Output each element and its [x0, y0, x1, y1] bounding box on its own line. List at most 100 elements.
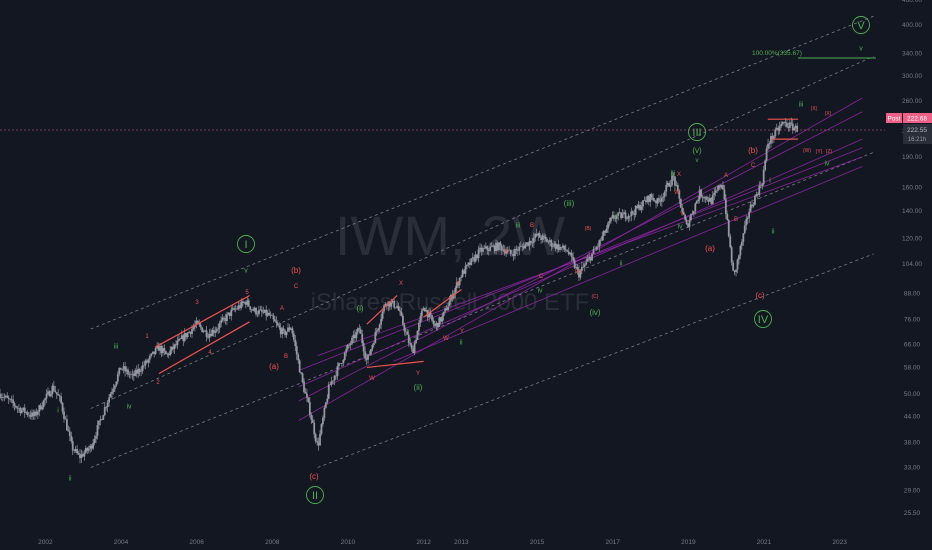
candle-body — [461, 270, 464, 278]
candle-body — [420, 310, 423, 317]
candle-body — [20, 409, 23, 413]
candle-body — [623, 212, 625, 214]
candle-body — [330, 380, 333, 385]
candle-body — [148, 355, 151, 360]
x-tick-label: 2013 — [454, 539, 469, 546]
candle-body — [479, 247, 481, 250]
candle-body — [413, 343, 416, 354]
candle-body — [742, 233, 745, 242]
countdown-value: 16:21h — [908, 137, 926, 143]
candle-body — [249, 306, 252, 310]
candle-body — [324, 402, 327, 408]
wave-label: iv — [537, 287, 543, 294]
candle-body — [591, 253, 593, 261]
channel-line — [317, 156, 863, 356]
candle-body — [233, 308, 236, 310]
candle-body — [138, 369, 141, 372]
candle-body — [579, 270, 582, 278]
candle-body — [311, 419, 314, 423]
candle-body — [627, 215, 630, 219]
candle-body — [26, 412, 29, 415]
candle-body — [534, 234, 537, 238]
candle-body — [95, 435, 97, 439]
wave-label: B — [284, 354, 288, 360]
trend-channels — [90, 15, 874, 468]
candle-body — [564, 249, 567, 251]
candle-body — [538, 233, 541, 238]
candle-body — [292, 333, 295, 340]
candle-body — [454, 288, 457, 294]
candle-body — [45, 393, 48, 399]
candle-body — [314, 434, 317, 442]
wave-label: 4 — [208, 350, 212, 356]
candle-body — [643, 200, 646, 201]
candle-body — [172, 346, 175, 350]
y-tick-label: 29.00 — [904, 487, 921, 494]
wave-label: v — [696, 158, 699, 164]
candle-body — [672, 175, 675, 177]
candle-body — [611, 215, 614, 218]
candle-body — [320, 423, 323, 434]
candle-body — [738, 255, 740, 260]
candle-body — [560, 246, 563, 248]
candle-body — [631, 211, 634, 214]
candle-body — [482, 248, 484, 252]
candle-body — [528, 240, 531, 246]
candle-body — [739, 245, 742, 256]
candle-body — [602, 230, 605, 237]
candle-body — [599, 240, 602, 241]
x-tick-label: 2019 — [681, 539, 696, 546]
wave-label: iii — [671, 170, 676, 177]
candle-body — [368, 354, 371, 355]
candle-body — [553, 243, 556, 247]
candle-body — [400, 311, 403, 317]
x-tick-label: 2008 — [265, 539, 280, 546]
candle-body — [143, 365, 145, 366]
candle-body — [183, 333, 186, 341]
candle-body — [258, 309, 260, 314]
candle-body — [516, 249, 519, 251]
candle-body — [633, 213, 636, 215]
candle-body — [356, 328, 359, 333]
candle-body — [759, 185, 762, 187]
candle-body — [438, 317, 441, 327]
candle-body — [582, 266, 585, 268]
candle-body — [338, 363, 340, 367]
candle-body — [790, 122, 793, 124]
wave-circle — [852, 16, 870, 34]
x-axis: 2002 2004 2006 2008 2010 2012 2013 2015 2017 2019… — [38, 539, 847, 546]
candle-body — [210, 333, 212, 337]
candle-body — [477, 249, 480, 259]
candle-body — [768, 143, 771, 145]
candle-body — [163, 348, 166, 352]
candle-body — [16, 407, 19, 409]
y-tick-label: 160.00 — [902, 184, 922, 191]
wave-label: Y — [460, 329, 464, 335]
channel-line — [393, 166, 863, 362]
candle-body — [428, 312, 431, 318]
wave-label: (Z) — [826, 149, 833, 155]
candle-body — [48, 391, 51, 397]
candle-body — [460, 277, 463, 278]
candle-body — [749, 204, 752, 212]
candle-body — [726, 214, 729, 220]
candle-body — [707, 199, 710, 202]
y-tick-label: 340.00 — [902, 51, 922, 58]
candle-body — [322, 417, 324, 424]
candle-body — [706, 196, 708, 200]
candle-body — [93, 438, 96, 444]
candle-body — [573, 260, 576, 268]
candle-body — [86, 447, 89, 451]
candle-body — [22, 407, 25, 410]
candle-body — [154, 348, 157, 354]
candle-body — [614, 218, 617, 220]
candle-body — [419, 316, 422, 324]
candle-body — [29, 415, 32, 417]
candle-body — [415, 339, 417, 344]
post-price-badge — [903, 113, 932, 123]
candle-body — [663, 191, 666, 197]
candle-body — [743, 225, 746, 234]
candle-body — [42, 400, 45, 408]
